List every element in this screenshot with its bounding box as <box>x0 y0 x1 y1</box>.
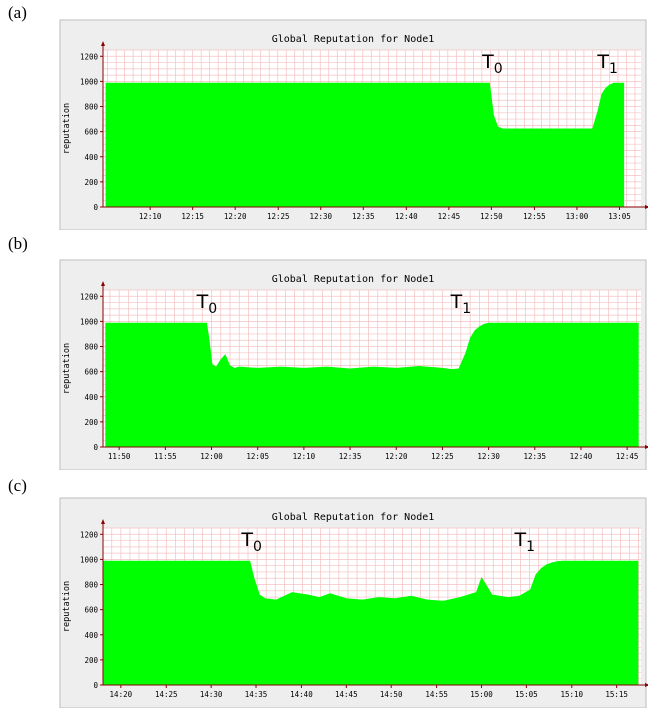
panel-label-a: (a) <box>8 3 27 22</box>
x-tick-label: 12:40 <box>395 212 418 221</box>
y-tick-label: 200 <box>84 656 98 665</box>
chart-title: Global Reputation for Node1 <box>272 34 435 45</box>
x-axis-arrow <box>645 683 648 687</box>
panel-label-c: (c) <box>8 476 27 495</box>
x-tick-label: 12:00 <box>200 452 223 461</box>
reputation-area <box>105 82 625 207</box>
y-axis-label: reputation <box>62 343 72 394</box>
reputation-area <box>105 322 639 447</box>
x-tick-label: 15:15 <box>605 690 628 699</box>
y-tick-label: 600 <box>84 368 98 377</box>
x-tick-label: 12:30 <box>477 452 500 461</box>
x-tick-label: 12:10 <box>293 452 316 461</box>
x-tick-label: 12:50 <box>480 212 503 221</box>
y-tick-label: 600 <box>84 606 98 615</box>
y-tick-label: 800 <box>84 581 98 590</box>
x-tick-label: 12:35 <box>523 452 546 461</box>
y-axis-label: reputation <box>62 103 72 154</box>
x-tick-label: 13:05 <box>608 212 631 221</box>
x-tick-label: 11:55 <box>154 452 177 461</box>
y-tick-label: 0 <box>93 443 98 452</box>
y-tick-label: 800 <box>84 103 98 112</box>
x-tick-label: 14:45 <box>335 690 358 699</box>
x-tick-label: 11:50 <box>108 452 131 461</box>
x-axis-arrow <box>645 445 648 449</box>
y-tick-label: 0 <box>93 681 98 690</box>
chart-title: Global Reputation for Node1 <box>272 512 435 523</box>
x-tick-label: 14:40 <box>290 690 313 699</box>
x-tick-label: 12:35 <box>339 452 362 461</box>
panel-label-b: (b) <box>8 234 28 253</box>
x-tick-label: 12:15 <box>181 212 204 221</box>
y-tick-label: 400 <box>84 153 98 162</box>
y-tick-label: 1000 <box>80 555 99 564</box>
x-tick-label: 12:10 <box>139 212 162 221</box>
x-tick-label: 12:25 <box>431 452 454 461</box>
y-axis-label: reputation <box>62 581 72 632</box>
reputation-area <box>103 560 639 685</box>
y-axis-arrow <box>101 281 105 286</box>
x-tick-label: 12:05 <box>246 452 269 461</box>
x-tick-label: 14:20 <box>110 690 133 699</box>
y-tick-label: 200 <box>84 418 98 427</box>
x-tick-label: 14:30 <box>200 690 223 699</box>
annotation-t0: T0 <box>196 291 218 317</box>
x-tick-label: 12:20 <box>224 212 247 221</box>
x-tick-label: 12:35 <box>352 212 375 221</box>
x-tick-label: 12:20 <box>385 452 408 461</box>
annotation-t1: T1 <box>596 51 618 77</box>
y-tick-label: 400 <box>84 631 98 640</box>
chart-title: Global Reputation for Node1 <box>272 274 435 285</box>
y-tick-label: 1200 <box>80 530 99 539</box>
y-tick-label: 1200 <box>80 52 99 61</box>
y-tick-label: 1000 <box>80 77 99 86</box>
y-tick-label: 800 <box>84 343 98 352</box>
x-tick-label: 12:55 <box>523 212 546 221</box>
annotation-t0: T0 <box>481 51 503 77</box>
reputation-chart-c: Global Reputation for Node1 0 200 400 600 800… <box>59 497 648 708</box>
x-tick-label: 12:30 <box>309 212 332 221</box>
x-tick-label: 13:00 <box>566 212 589 221</box>
x-tick-label: 14:25 <box>155 690 178 699</box>
y-tick-label: 1200 <box>80 292 99 301</box>
y-axis-arrow <box>101 519 105 524</box>
x-tick-label: 12:25 <box>267 212 290 221</box>
reputation-chart-a: Global Reputation for Node1 0 200 400 600 800… <box>59 19 648 230</box>
x-tick-label: 14:55 <box>425 690 448 699</box>
annotation-t0: T0 <box>240 529 262 555</box>
y-axis-arrow <box>101 41 105 46</box>
y-tick-label: 400 <box>84 393 98 402</box>
x-tick-label: 15:10 <box>561 690 584 699</box>
x-tick-label: 12:40 <box>570 452 593 461</box>
x-tick-label: 14:50 <box>380 690 403 699</box>
x-tick-label: 14:35 <box>245 690 268 699</box>
reputation-chart-b: Global Reputation for Node1 0 200 400 600 800… <box>59 259 648 470</box>
x-axis-arrow <box>645 205 648 209</box>
y-tick-label: 200 <box>84 178 98 187</box>
annotation-t1: T1 <box>513 529 535 555</box>
y-tick-label: 600 <box>84 128 98 137</box>
annotation-t1: T1 <box>450 291 472 317</box>
y-tick-label: 1000 <box>80 317 99 326</box>
x-tick-label: 15:00 <box>470 690 493 699</box>
x-tick-label: 12:45 <box>616 452 639 461</box>
x-tick-label: 15:05 <box>515 690 538 699</box>
y-tick-label: 0 <box>93 203 98 212</box>
x-tick-label: 12:45 <box>438 212 461 221</box>
